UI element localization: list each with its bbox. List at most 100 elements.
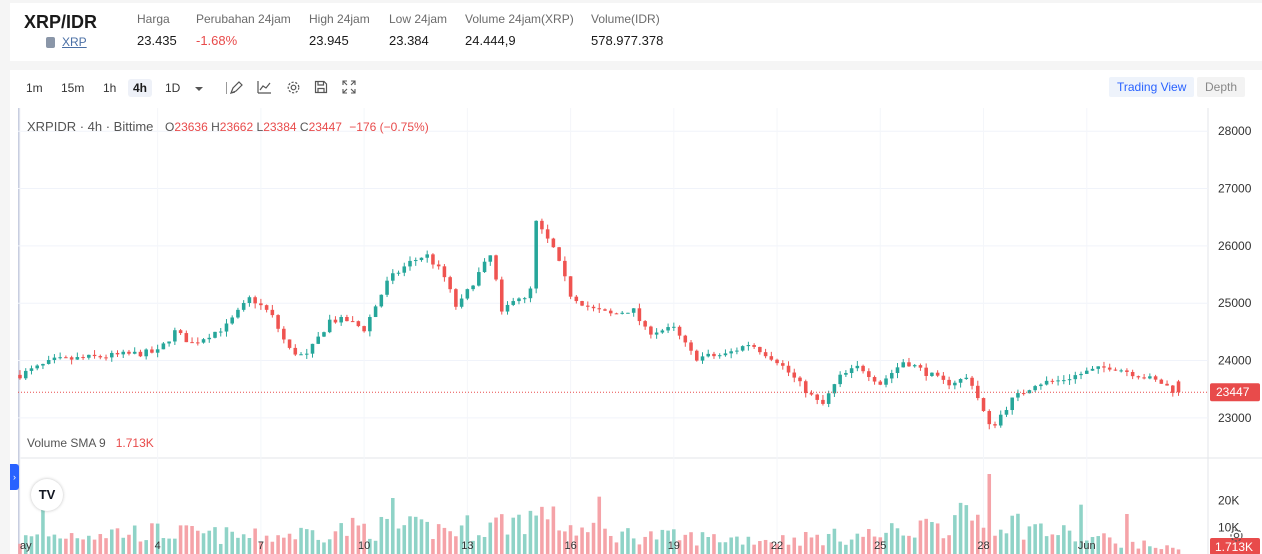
candle-body <box>224 323 229 332</box>
candle-body <box>706 353 711 357</box>
volume-tick-label: 10K <box>1218 520 1239 534</box>
candle-body <box>637 308 642 322</box>
volume-bar <box>1125 514 1129 554</box>
candle-body <box>253 297 257 304</box>
depth-tab[interactable]: Depth <box>1197 77 1246 97</box>
volume-bar <box>803 531 808 554</box>
candle-body <box>379 294 384 307</box>
volume-bar <box>109 529 114 554</box>
volume-bar <box>413 516 418 554</box>
candle-body <box>872 377 877 382</box>
symbol-label: XRPIDR · 4h · Bittime <box>27 119 154 134</box>
pair-title: XRP/IDR <box>24 12 98 32</box>
timeframe-1m[interactable]: 1m <box>26 81 43 95</box>
volume-bar <box>310 530 315 554</box>
candle-body <box>459 298 464 307</box>
ohlc-key: O <box>165 120 175 134</box>
candle-body <box>293 347 298 355</box>
stat-change-24h: Perubahan 24jam -1.68% <box>196 12 291 48</box>
candle-body <box>230 317 234 324</box>
volume-bar <box>385 518 389 554</box>
volume-bar <box>631 538 636 554</box>
time-tick-label: 16 <box>564 540 576 552</box>
ohlc-high: 23662 <box>219 120 254 134</box>
volume-bar <box>241 534 246 554</box>
timeframe-1d[interactable]: 1D <box>165 81 181 95</box>
save-icon[interactable] <box>313 80 329 96</box>
volume-bar <box>327 539 332 554</box>
expand-sidebar-button[interactable]: › <box>10 464 19 490</box>
tradingview-logo[interactable]: TV <box>31 479 63 511</box>
ohlc-change: −176 (−0.75%) <box>349 120 429 134</box>
stat-label: Perubahan 24jam <box>196 12 291 26</box>
chart-settings-icon[interactable] <box>1228 528 1244 544</box>
candle-body <box>821 399 825 404</box>
candle-body <box>586 305 590 307</box>
candle-body <box>64 357 68 359</box>
volume-bar <box>23 535 28 554</box>
volume-bar <box>161 538 166 554</box>
ohlc-readout: O23636 H23662 L23384 C23447 −176 (−0.75%… <box>165 120 429 134</box>
volume-bar <box>970 520 974 554</box>
timeframe-4h[interactable]: 4h <box>128 79 153 97</box>
candle-body <box>241 302 246 310</box>
volume-bar <box>884 532 888 554</box>
candle-body <box>155 349 160 353</box>
candle-body <box>964 377 969 380</box>
candle-body <box>98 356 103 358</box>
fullscreen-icon[interactable] <box>341 80 357 96</box>
price-tick-label: 28000 <box>1218 124 1252 138</box>
volume-bar <box>356 525 361 554</box>
trading-view-tab[interactable]: Trading View <box>1109 77 1195 97</box>
candle-body <box>861 365 865 372</box>
volume-bar <box>958 502 963 554</box>
candle-body <box>167 341 171 344</box>
candle-body <box>373 306 378 318</box>
candle-body <box>798 377 802 382</box>
candle-body <box>115 352 120 355</box>
volume-bar <box>167 538 171 554</box>
volume-bar <box>150 523 154 554</box>
volume-bar <box>712 534 716 554</box>
candle-body <box>958 379 963 383</box>
volume-bar <box>654 539 659 554</box>
volume-bar <box>1153 547 1158 554</box>
volume-bar <box>1027 526 1032 554</box>
price-chart[interactable]: 28000 27000 26000 25000 24000 23000 20K 10K 2344… <box>18 108 1262 554</box>
volume-bar <box>75 538 80 554</box>
candle-body <box>1033 386 1037 391</box>
volume-bar <box>362 523 366 554</box>
volume-bar <box>207 530 212 554</box>
draw-icon[interactable] <box>228 80 244 96</box>
candle-body <box>1044 380 1049 385</box>
volume-bar <box>419 519 424 554</box>
candle-body <box>775 359 779 364</box>
candle-body <box>786 365 791 373</box>
volume-bar <box>649 531 653 554</box>
volume-bar <box>1004 533 1009 554</box>
candle-body <box>884 378 888 385</box>
indicator-icon[interactable] <box>256 80 272 96</box>
timeframe-1h[interactable]: 1h <box>103 81 117 95</box>
gear-icon[interactable] <box>285 80 301 96</box>
volume-bar <box>689 532 693 554</box>
candle-body <box>505 304 510 312</box>
volume-bar <box>448 531 452 554</box>
coin-link[interactable]: XRP <box>46 35 87 49</box>
stat-high-24h: High 24jam 23.945 <box>309 12 370 48</box>
chevron-down-icon[interactable] <box>191 80 207 96</box>
volume-bar <box>889 523 894 554</box>
volume-bar <box>1067 530 1072 554</box>
candle-body <box>87 354 91 358</box>
timeframe-15m[interactable]: 15m <box>61 81 85 95</box>
volume-bar <box>224 527 229 554</box>
candle-body <box>608 310 613 314</box>
candle-body <box>574 296 579 302</box>
candle-body <box>23 370 28 379</box>
volume-bar <box>276 535 280 554</box>
candle-body <box>654 332 659 335</box>
candle-body <box>976 385 980 399</box>
volume-bar <box>322 542 326 554</box>
volume-bar <box>316 539 321 554</box>
volume-bar <box>87 535 91 554</box>
